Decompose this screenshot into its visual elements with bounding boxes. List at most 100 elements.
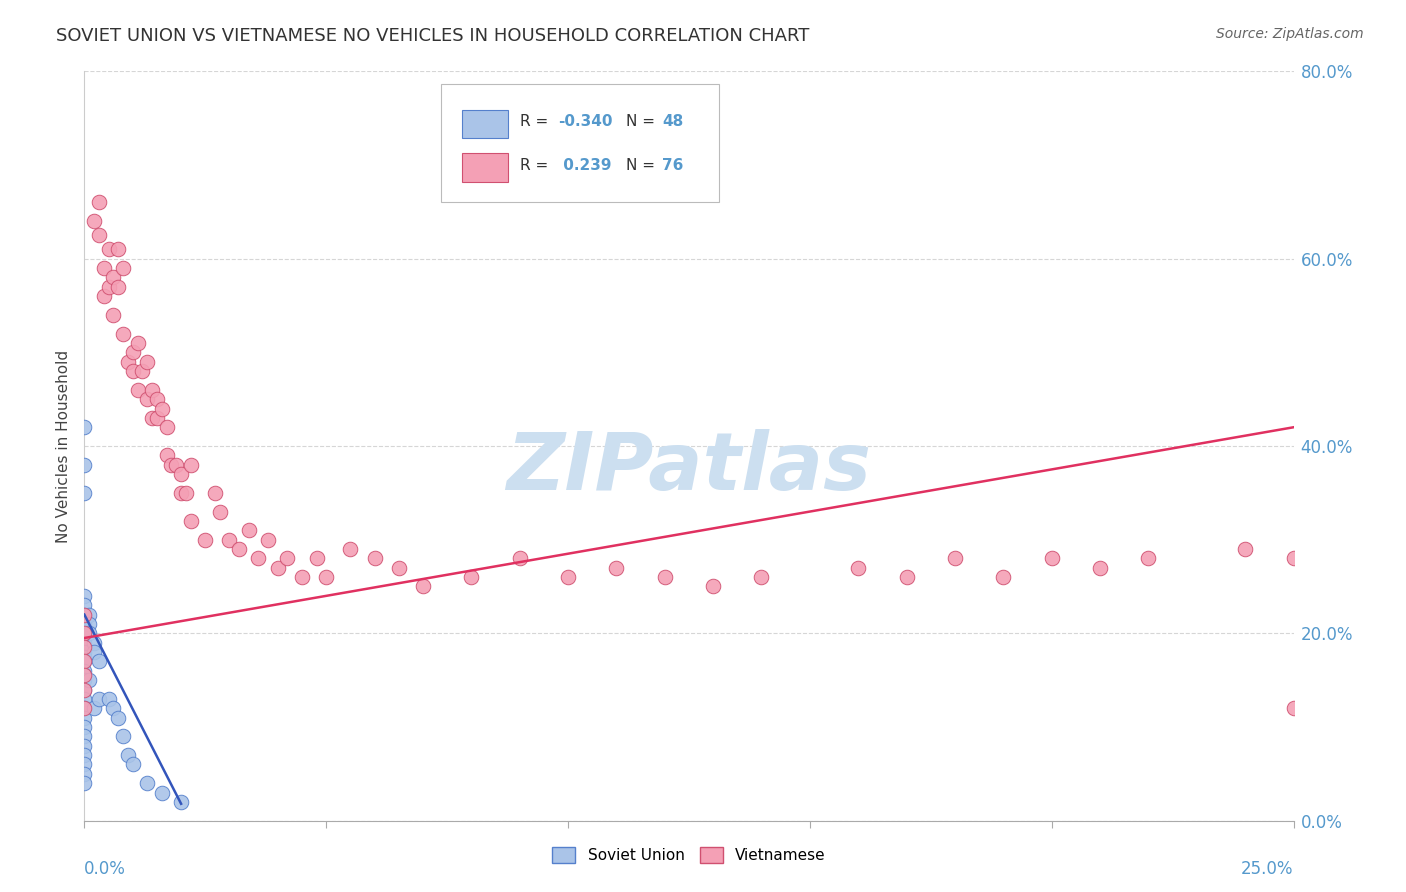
Point xyxy=(460,570,482,584)
Point xyxy=(73,757,96,772)
Point xyxy=(103,701,125,715)
Point xyxy=(107,243,129,257)
Point xyxy=(117,747,139,762)
Point xyxy=(73,649,96,664)
Point xyxy=(1137,551,1160,566)
Bar xyxy=(461,153,508,181)
Point xyxy=(127,336,149,351)
Point xyxy=(150,786,173,800)
Point xyxy=(155,449,177,463)
Point xyxy=(121,364,143,378)
Point xyxy=(73,486,96,500)
Point xyxy=(77,607,100,622)
Point xyxy=(73,664,96,678)
Point xyxy=(127,383,149,397)
Point xyxy=(97,243,120,257)
Legend: Soviet Union, Vietnamese: Soviet Union, Vietnamese xyxy=(547,841,831,869)
Text: R =: R = xyxy=(520,114,553,129)
Point xyxy=(305,551,328,566)
Point xyxy=(73,640,96,655)
Point xyxy=(208,505,231,519)
Point xyxy=(73,655,96,669)
Point xyxy=(315,570,337,584)
Point xyxy=(87,655,110,669)
Point xyxy=(73,589,96,603)
Point xyxy=(83,645,105,659)
Point xyxy=(73,645,96,659)
Point xyxy=(73,747,96,762)
Point xyxy=(103,270,125,285)
Point xyxy=(1282,551,1305,566)
Point xyxy=(1234,542,1257,557)
Text: N =: N = xyxy=(626,158,659,172)
Point xyxy=(1088,561,1111,575)
Point xyxy=(97,692,120,706)
Point xyxy=(136,392,159,407)
Point xyxy=(121,757,143,772)
Point xyxy=(73,730,96,744)
Point xyxy=(204,486,226,500)
Point xyxy=(73,640,96,655)
Point xyxy=(107,710,129,724)
Point xyxy=(73,673,96,688)
Point xyxy=(73,720,96,734)
Point xyxy=(141,383,163,397)
Point xyxy=(87,228,110,243)
Point xyxy=(73,612,96,626)
Text: SOVIET UNION VS VIETNAMESE NO VEHICLES IN HOUSEHOLD CORRELATION CHART: SOVIET UNION VS VIETNAMESE NO VEHICLES I… xyxy=(56,27,810,45)
Point xyxy=(170,795,193,809)
Point xyxy=(73,776,96,790)
Point xyxy=(238,524,260,538)
Point xyxy=(73,655,96,669)
Point xyxy=(83,635,105,649)
Point xyxy=(174,486,197,500)
Text: 25.0%: 25.0% xyxy=(1241,860,1294,878)
Point xyxy=(160,458,183,472)
Point xyxy=(247,551,270,566)
Point xyxy=(180,458,202,472)
Point xyxy=(218,533,240,547)
Point xyxy=(73,701,96,715)
Point xyxy=(509,551,531,566)
Point xyxy=(73,668,96,682)
Y-axis label: No Vehicles in Household: No Vehicles in Household xyxy=(56,350,72,542)
Text: -0.340: -0.340 xyxy=(558,114,613,129)
Point xyxy=(846,561,869,575)
Point xyxy=(194,533,217,547)
Point xyxy=(228,542,250,557)
Point xyxy=(165,458,187,472)
Point xyxy=(155,420,177,434)
Point xyxy=(73,767,96,781)
Point xyxy=(751,570,773,584)
Point xyxy=(77,673,100,688)
Point xyxy=(112,261,135,276)
Point xyxy=(107,280,129,294)
Point xyxy=(654,570,676,584)
Point xyxy=(605,561,627,575)
Point xyxy=(136,776,159,790)
FancyBboxPatch shape xyxy=(441,84,720,202)
Point xyxy=(73,607,96,622)
Point xyxy=(121,345,143,359)
Text: 76: 76 xyxy=(662,158,683,172)
Point xyxy=(291,570,314,584)
Point xyxy=(363,551,385,566)
Point xyxy=(170,486,193,500)
Point xyxy=(1282,701,1305,715)
Point xyxy=(73,458,96,472)
Point xyxy=(73,622,96,636)
Point xyxy=(93,289,115,303)
Text: ZIPatlas: ZIPatlas xyxy=(506,429,872,508)
Point xyxy=(702,580,724,594)
Point xyxy=(339,542,361,557)
Point xyxy=(77,617,100,632)
Point xyxy=(112,730,135,744)
Point xyxy=(73,631,96,645)
Point xyxy=(73,682,96,697)
Point xyxy=(150,401,173,416)
Point xyxy=(87,195,110,210)
Point xyxy=(73,710,96,724)
Point xyxy=(87,692,110,706)
Point xyxy=(73,739,96,753)
Point xyxy=(93,261,115,276)
